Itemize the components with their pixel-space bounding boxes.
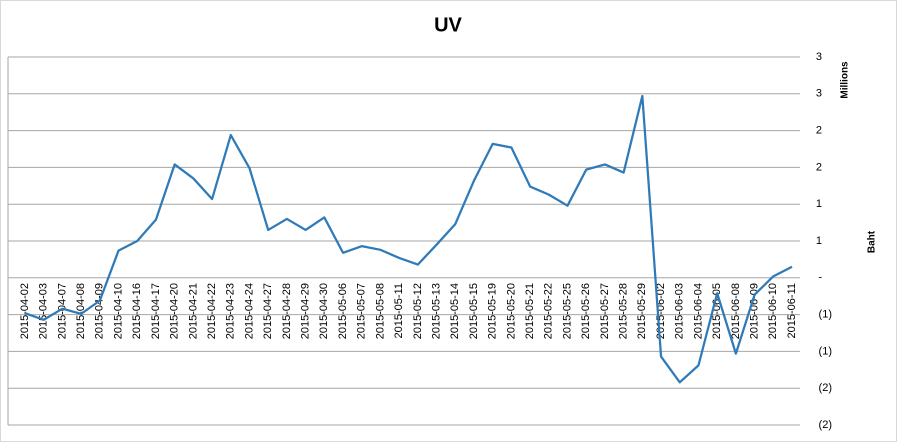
x-tick-label: 2015-04-27 bbox=[262, 283, 274, 339]
x-tick-label: 2015-05-25 bbox=[561, 283, 573, 339]
y-tick-label: 1 bbox=[816, 235, 822, 247]
x-tick-label: 2015-05-29 bbox=[636, 283, 648, 339]
y-tick-label: 3 bbox=[816, 51, 822, 63]
y-tick-label: 2 bbox=[816, 161, 822, 173]
x-tick-label: 2015-06-08 bbox=[730, 283, 742, 339]
x-tick-label: 2015-06-10 bbox=[767, 283, 779, 339]
x-tick-label: 2015-06-09 bbox=[748, 283, 760, 339]
x-tick-label: 2015-05-13 bbox=[430, 283, 442, 339]
x-tick-label: 2015-05-22 bbox=[543, 283, 555, 339]
y-axis-label: Baht bbox=[867, 230, 878, 253]
x-tick-label: 2015-04-30 bbox=[318, 283, 330, 339]
x-tick-label: 2015-04-20 bbox=[169, 283, 181, 339]
y-tick-label: - bbox=[818, 272, 822, 284]
x-tick-label: 2015-05-12 bbox=[412, 283, 424, 339]
x-tick-label: 2015-05-27 bbox=[599, 283, 611, 339]
x-tick-label: 2015-05-20 bbox=[505, 283, 517, 339]
x-tick-label: 2015-05-19 bbox=[487, 283, 499, 339]
x-tick-label: 2015-06-04 bbox=[692, 283, 704, 339]
x-tick-label: 2015-04-22 bbox=[206, 283, 218, 339]
x-tick-label: 2015-04-07 bbox=[56, 283, 68, 339]
x-tick-label: 2015-04-17 bbox=[150, 283, 162, 339]
x-tick-label: 2015-04-24 bbox=[243, 283, 255, 339]
x-tick-label: 2015-05-08 bbox=[374, 283, 386, 339]
x-tick-label: 2015-04-10 bbox=[112, 283, 124, 339]
y-tick-label: (2) bbox=[819, 419, 832, 431]
x-tick-label: 2015-05-28 bbox=[618, 283, 630, 339]
y-axis-unit: Millions bbox=[840, 61, 851, 99]
x-tick-label: 2015-05-14 bbox=[449, 283, 461, 339]
x-tick-label: 2015-04-16 bbox=[131, 283, 143, 339]
y-tick-label: 3 bbox=[816, 88, 822, 100]
x-tick-label: 2015-04-21 bbox=[187, 283, 199, 339]
x-tick-label: 2015-05-07 bbox=[356, 283, 368, 339]
x-tick-label: 2015-04-03 bbox=[38, 283, 50, 339]
x-tick-label: 2015-06-05 bbox=[711, 283, 723, 339]
y-tick-label: 2 bbox=[816, 125, 822, 137]
x-tick-label: 2015-06-11 bbox=[786, 283, 798, 338]
y-tick-label: (1) bbox=[819, 309, 832, 321]
x-tick-label: 2015-04-09 bbox=[94, 283, 106, 339]
x-tick-label: 2015-04-08 bbox=[75, 283, 87, 339]
x-tick-label: 2015-05-15 bbox=[468, 283, 480, 339]
series-line bbox=[24, 94, 793, 384]
y-tick-label: 1 bbox=[816, 198, 822, 210]
y-tick-label: (2) bbox=[819, 382, 832, 394]
x-tick-label: 2015-05-11 bbox=[393, 283, 405, 338]
x-tick-label: 2015-06-03 bbox=[674, 283, 686, 339]
x-tick-label: 2015-04-28 bbox=[281, 283, 293, 339]
x-tick-label: 2015-04-02 bbox=[19, 283, 31, 339]
x-tick-label: 2015-05-26 bbox=[580, 283, 592, 339]
x-tick-label: 2015-04-29 bbox=[300, 283, 312, 339]
x-tick-label: 2015-04-23 bbox=[225, 283, 237, 339]
x-tick-label: 2015-05-06 bbox=[337, 283, 349, 339]
y-tick-label: (1) bbox=[819, 345, 832, 357]
chart-title: UV bbox=[434, 14, 462, 36]
x-tick-label: 2015-05-21 bbox=[524, 283, 536, 339]
